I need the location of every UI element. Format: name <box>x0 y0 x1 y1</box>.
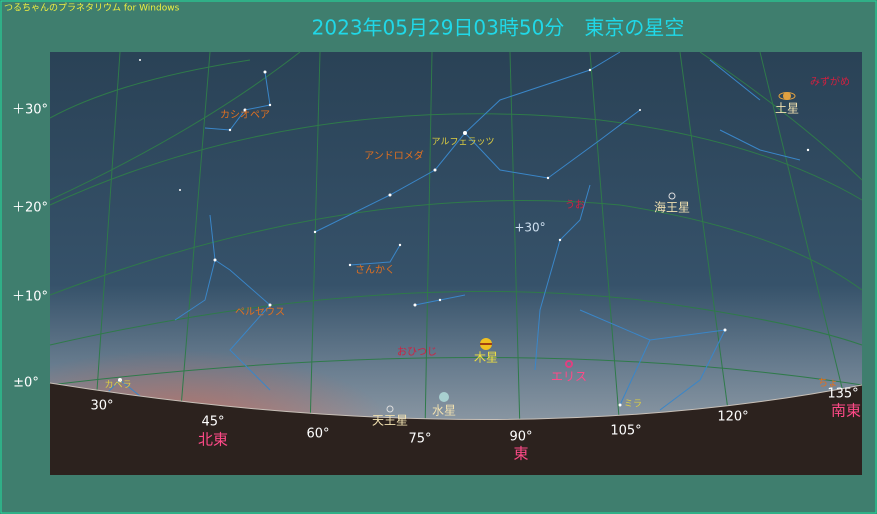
title: 2023年05月29日03時50分 東京の星空 <box>312 16 685 40</box>
constellation-name: ちょ <box>818 377 838 389</box>
planet-name: 水星 <box>432 404 456 418</box>
planet-name: 天王星 <box>372 414 408 428</box>
sky-marker: +30° <box>514 221 545 235</box>
azimuth-label: 90° <box>509 430 532 445</box>
altitude-label: ±0° <box>13 376 39 391</box>
direction-label: 南東 <box>831 402 861 420</box>
azimuth-label: 105° <box>610 424 641 439</box>
constellation-name: うお <box>565 199 585 211</box>
constellation-name: アンドロメダ <box>364 149 424 162</box>
horizon <box>49 382 863 420</box>
app-title: つるちゃんのプラネタリウム for Windows <box>4 3 180 14</box>
grid <box>49 51 863 433</box>
azimuth-label: 45° <box>201 415 224 430</box>
planet-name: 海王星 <box>654 200 690 215</box>
altitude-label: ＋30° <box>12 103 48 118</box>
direction-label: 東 <box>513 445 528 463</box>
planet-name: 土星 <box>775 102 799 116</box>
stars <box>118 59 810 407</box>
constellation-name: さんかく <box>355 264 395 276</box>
star-name: アルフェラッツ <box>432 137 495 148</box>
azimuth-label: 30° <box>90 399 113 414</box>
azimuth-label: 135° <box>827 387 858 402</box>
altitude-label: ＋20° <box>12 201 48 216</box>
altitude-label: ＋10° <box>12 290 48 305</box>
planet-name: エリス <box>551 370 587 384</box>
planet-icons <box>386 92 796 413</box>
star-name: ミラ <box>624 399 642 410</box>
direction-label: 北東 <box>198 431 228 449</box>
sky-view <box>49 51 863 475</box>
ground <box>50 383 862 475</box>
star-name: カペラ <box>104 380 131 391</box>
constellation-name: おひつじ <box>397 346 437 358</box>
azimuth-label: 60° <box>306 427 329 442</box>
constellation-name: カシオペア <box>220 109 270 121</box>
constellation-name: みずがめ <box>810 75 850 88</box>
constellation-name: ペルセウス <box>235 306 285 318</box>
azimuth-label: 75° <box>408 432 431 447</box>
azimuth-label: 120° <box>717 410 748 425</box>
planet-name: 木星 <box>474 351 498 365</box>
